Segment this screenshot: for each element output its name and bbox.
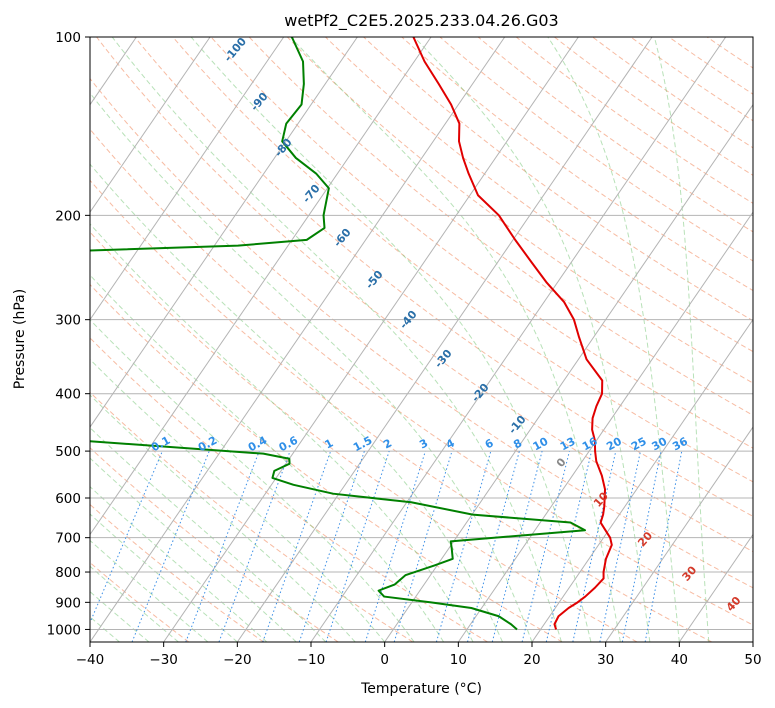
y-tick-label: 300 bbox=[55, 313, 81, 329]
series-line-0 bbox=[412, 37, 613, 630]
moist-adiabat bbox=[90, 539, 209, 642]
mixing-ratio-line bbox=[644, 451, 683, 642]
dry-adiabat bbox=[90, 447, 339, 642]
moist-adiabat bbox=[90, 513, 238, 642]
x-tick-label: 50 bbox=[744, 652, 761, 668]
isotherm bbox=[90, 37, 285, 321]
mixing-ratio-line bbox=[599, 450, 641, 642]
moist-adiabat bbox=[289, 37, 621, 642]
mixing-ratio-line bbox=[572, 450, 617, 642]
dry-adiabat bbox=[90, 391, 414, 642]
dry-adiabat bbox=[248, 37, 753, 416]
y-tick-label: 600 bbox=[55, 491, 81, 507]
x-tick-label: 20 bbox=[523, 652, 540, 668]
isotherm bbox=[90, 37, 432, 536]
dry-adiabat bbox=[439, 37, 753, 262]
moist-adiabat bbox=[547, 37, 680, 642]
mixing-ratio-line bbox=[262, 450, 332, 642]
x-tick-label: −30 bbox=[149, 652, 178, 668]
x-tick-label: 30 bbox=[597, 652, 614, 668]
mixing-ratio-line bbox=[364, 450, 426, 642]
dry-adiabat bbox=[90, 77, 753, 589]
isotherm bbox=[457, 211, 753, 642]
isotherm bbox=[90, 37, 506, 642]
plot-frame bbox=[89, 36, 754, 643]
moist-adiabat bbox=[111, 37, 562, 642]
mixing-ratio-line bbox=[521, 450, 570, 642]
mixing-ratio-line bbox=[298, 450, 365, 642]
x-tick-label: 40 bbox=[671, 652, 688, 668]
chart-title: wetPf2_C2E5.2025.233.04.26.G03 bbox=[284, 11, 558, 31]
x-tick-label: 10 bbox=[450, 652, 467, 668]
sounding-profiles bbox=[90, 37, 613, 631]
isotherm bbox=[90, 37, 211, 214]
moist-adiabat bbox=[90, 457, 297, 642]
dry-adiabat bbox=[401, 37, 753, 292]
y-axis-title: Pressure (hPa) bbox=[12, 289, 28, 389]
isotherm bbox=[531, 318, 753, 642]
isotherm bbox=[605, 426, 753, 642]
dry-adiabat bbox=[96, 37, 753, 553]
mixing-ratio-label: 16 bbox=[580, 435, 600, 454]
isotherm bbox=[678, 533, 753, 642]
x-tick-label: 0 bbox=[380, 652, 389, 668]
moist-adiabat bbox=[413, 37, 651, 642]
x-tick-label: −40 bbox=[76, 652, 105, 668]
dry-adiabat bbox=[363, 37, 753, 322]
moist-adiabat bbox=[90, 591, 150, 642]
mixing-ratio-label: 30 bbox=[650, 435, 670, 454]
mixing-ratio-label: 20 bbox=[604, 435, 624, 454]
isotherm bbox=[163, 37, 579, 642]
series-line-1 bbox=[90, 37, 587, 631]
dry-adiabat bbox=[90, 337, 488, 642]
moist-adiabat bbox=[90, 223, 474, 642]
x-axis: −40 −30 −20 −10 0 10 20 30 40 50 bbox=[76, 642, 762, 668]
mixing-ratio-line bbox=[491, 450, 543, 642]
isotherm bbox=[90, 37, 358, 428]
mixing-ratio-line bbox=[621, 451, 662, 642]
y-tick-label: 500 bbox=[55, 444, 81, 460]
x-tick-label: −20 bbox=[223, 652, 252, 668]
y-tick-label: 800 bbox=[55, 565, 81, 581]
mixing-ratio-line bbox=[393, 450, 453, 642]
y-tick-label: 900 bbox=[55, 595, 81, 611]
mixing-ratio-line bbox=[325, 450, 390, 642]
y-axis: 100 200 300 400 500 600 700 800 900 1000 bbox=[47, 30, 90, 638]
isotherm bbox=[236, 37, 653, 642]
mixing-ratio-line bbox=[435, 450, 492, 642]
moist-adiabat bbox=[90, 358, 386, 642]
mixing-ratio-label: 13 bbox=[558, 435, 578, 454]
dry-adiabat bbox=[515, 37, 753, 204]
dry-adiabat bbox=[286, 37, 753, 384]
dry-adiabat bbox=[325, 37, 753, 353]
x-tick-label: −10 bbox=[297, 652, 326, 668]
mixing-ratio-label: 10 bbox=[531, 435, 551, 454]
moist-adiabat bbox=[653, 37, 710, 642]
isotherm bbox=[310, 37, 727, 642]
x-axis-title: Temperature (°C) bbox=[360, 681, 482, 697]
mixing-ratio-line bbox=[545, 450, 593, 642]
mixing-ratio-label: 25 bbox=[629, 435, 649, 454]
dry-adiabat bbox=[210, 37, 753, 449]
moist-adiabat bbox=[90, 394, 356, 642]
dry-adiabat bbox=[134, 37, 753, 517]
dry-adiabat bbox=[554, 37, 753, 176]
moist-adiabat bbox=[90, 565, 179, 642]
dry-adiabat bbox=[90, 128, 753, 626]
y-tick-label: 700 bbox=[55, 531, 81, 547]
mixing-ratio-line bbox=[90, 450, 163, 624]
dry-adiabat bbox=[90, 283, 563, 642]
y-tick-label: 200 bbox=[55, 208, 81, 224]
moist-adiabat bbox=[90, 427, 327, 642]
y-tick-label: 100 bbox=[55, 30, 81, 46]
y-tick-label: 1000 bbox=[47, 622, 81, 638]
mixing-ratio-label: 36 bbox=[670, 435, 690, 454]
y-tick-label: 400 bbox=[55, 387, 81, 403]
